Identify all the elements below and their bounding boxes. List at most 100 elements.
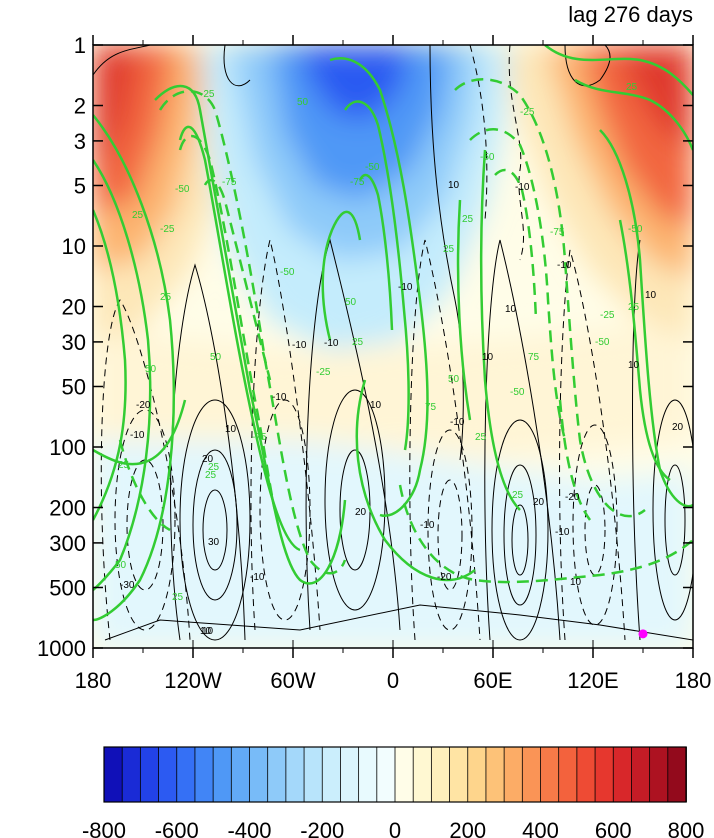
contour-label-black: 10 xyxy=(482,352,494,363)
contour-label-green: 25 xyxy=(628,302,640,313)
green-contour-solid xyxy=(343,100,410,451)
contour-label-green: 25 xyxy=(208,462,220,473)
y-tick-label: 1 xyxy=(74,33,86,58)
green-contour-solid xyxy=(329,57,429,517)
colorbar-box xyxy=(430,746,451,803)
green-contour-solid xyxy=(178,125,301,552)
green-contour-solid xyxy=(618,219,671,482)
contour-label-black: 20 xyxy=(672,422,684,433)
contour-label-green: -50 xyxy=(365,162,380,173)
contour-label-black: 30 xyxy=(208,537,220,548)
contour-label-green: -25 xyxy=(160,224,175,235)
contour-label-black: -10 xyxy=(557,260,572,271)
contour-label-green: 50 xyxy=(145,364,157,375)
colorbar-box xyxy=(503,746,524,803)
colorbar-box xyxy=(485,746,506,803)
colorbar-box xyxy=(139,746,160,803)
contour-label-green: -50 xyxy=(175,184,190,195)
y-tick-label: 3 xyxy=(74,129,86,154)
colorbar-box xyxy=(230,746,251,803)
contour-label-green: 50 xyxy=(297,97,309,108)
colorbar-box xyxy=(576,746,596,803)
contour-label-green: -50 xyxy=(280,267,295,278)
colorbar-box xyxy=(303,746,324,803)
black-contour-solid xyxy=(484,239,561,641)
contour-label-green: -25 xyxy=(316,367,331,378)
contour-label-green: 50 xyxy=(115,560,127,571)
y-tick-label: 30 xyxy=(62,330,86,355)
colorbar-box xyxy=(521,746,542,803)
contour-label-green: 50 xyxy=(345,297,357,308)
contour-label-black: -30 xyxy=(120,580,135,591)
black-contour-solid xyxy=(179,399,251,641)
green-contour-solid xyxy=(599,129,693,508)
green-contour-solid xyxy=(544,45,693,96)
x-tick-label: 60E xyxy=(473,668,512,693)
black-contour-solid xyxy=(305,238,401,631)
plot-area: 20 10 30 10 -10 -20 -30 -10 -10 -10 20 1… xyxy=(93,45,693,648)
green-contour-solid xyxy=(456,199,472,421)
y-tick-label: 500 xyxy=(49,575,86,600)
colorbar-box xyxy=(649,746,669,803)
contour-label-green: -50 xyxy=(480,152,495,163)
green-contour-solid xyxy=(321,210,362,341)
black-contour-dashed xyxy=(250,239,321,631)
colorbar-label: 400 xyxy=(522,818,559,838)
black-contour-dashed xyxy=(469,45,488,221)
colorbar-box xyxy=(667,746,687,803)
colorbar-box xyxy=(103,746,124,803)
colorbar-label: 200 xyxy=(449,818,486,838)
x-tick-label: 180 xyxy=(75,668,112,693)
contour-label-black: 10 xyxy=(505,304,517,315)
contour-label-green: -25 xyxy=(200,89,215,100)
colorbar-box xyxy=(340,746,360,803)
y-tick-label: 20 xyxy=(62,295,86,320)
colorbar-box xyxy=(285,746,305,803)
contour-label-green: -25 xyxy=(600,310,615,321)
contour-label-black: 20 xyxy=(533,497,545,508)
contour-label-green: 25 xyxy=(626,82,638,93)
black-contour-solid xyxy=(429,45,464,461)
black-contour-dashed xyxy=(114,409,176,631)
green-contour-dashed xyxy=(178,134,277,511)
contour-label-black: -10 xyxy=(324,338,339,349)
colorbar-box xyxy=(267,746,287,803)
contour-label-green: -25 xyxy=(520,107,535,118)
y-tick-label: 200 xyxy=(49,496,86,521)
green-contour-solid xyxy=(93,209,127,521)
colorbar-label: 600 xyxy=(595,818,632,838)
contour-label-black: -10 xyxy=(292,340,307,351)
colorbar-box xyxy=(121,746,142,803)
y-tick-label: 10 xyxy=(62,234,86,259)
green-contour-solid xyxy=(93,114,175,622)
green-contour-solid xyxy=(358,173,394,331)
contour-label-green: 25 xyxy=(475,432,487,443)
contour-label-green: 25 xyxy=(118,460,130,471)
contour-label-green: -50 xyxy=(510,387,525,398)
contour-label-green: -75 xyxy=(222,177,237,188)
contour-label-black: -20 xyxy=(565,492,580,503)
black-contour-dashed xyxy=(559,249,626,641)
contour-label-black: -10 xyxy=(515,182,530,193)
x-tick-label: 0 xyxy=(387,668,399,693)
colorbar-label: -400 xyxy=(227,818,271,838)
black-contour-solid xyxy=(503,464,537,606)
green-contour-solid xyxy=(355,379,476,582)
y-tick-label: 5 xyxy=(74,173,86,198)
colorbar-label: -800 xyxy=(82,818,126,838)
black-contour-solid xyxy=(511,504,529,576)
contour-label-green: 25 xyxy=(132,210,144,221)
contour-label-black: 20 xyxy=(355,507,367,518)
contour-label-black: -10 xyxy=(272,392,287,403)
x-axis: 180 120W 60W 0 60E 120E 180 xyxy=(75,35,711,693)
green-contours xyxy=(93,45,693,622)
contour-label-black: -10 xyxy=(420,520,435,531)
colorbar-box xyxy=(631,746,651,803)
black-contour-dashed xyxy=(437,479,463,591)
colorbar-box xyxy=(612,746,633,803)
colorbar-box xyxy=(412,746,433,803)
black-contour-solid xyxy=(632,239,641,641)
colorbar-box xyxy=(158,746,178,803)
contour-label-black: 10 xyxy=(448,180,460,191)
